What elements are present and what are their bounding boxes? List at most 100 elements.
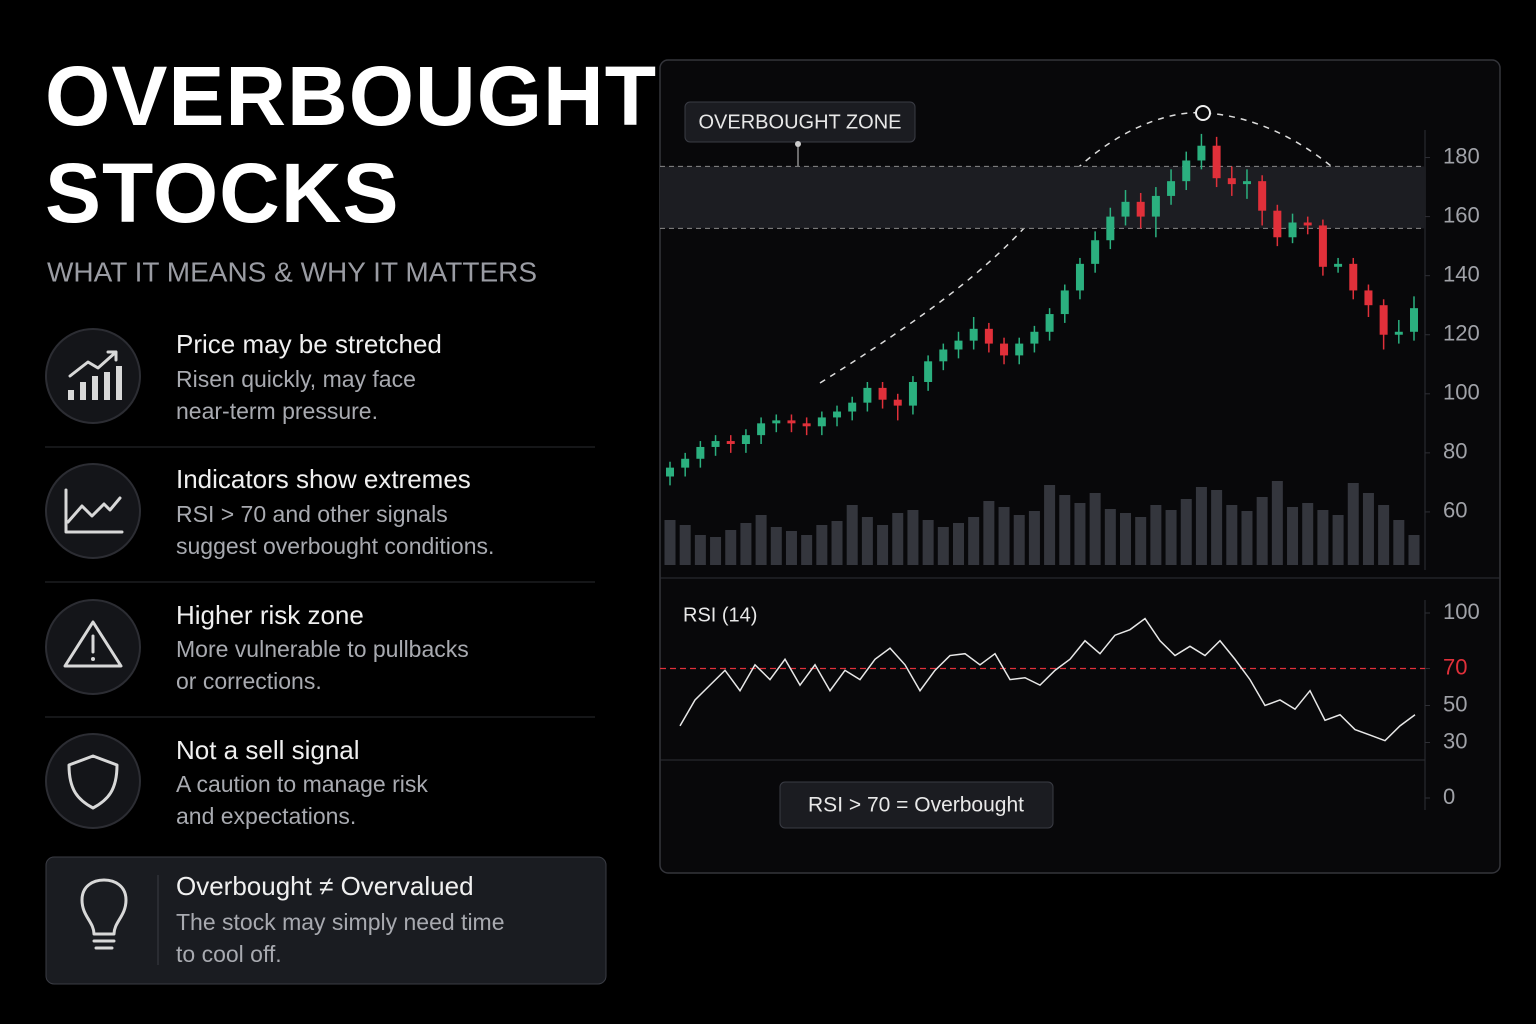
volume-bar (1180, 499, 1192, 565)
volume-bar (816, 525, 828, 565)
volume-bar (983, 501, 995, 565)
item-title: Not a sell signal (176, 735, 360, 765)
candle-body (863, 387, 872, 403)
y-tick-label: 100 (1443, 380, 1480, 405)
title-line: OVERBOUGHT (45, 49, 657, 143)
volume-bar (1028, 511, 1040, 565)
volume-bar (877, 525, 889, 565)
candle-body (939, 349, 948, 362)
volume-bar (1332, 515, 1344, 565)
candle-body (1212, 145, 1221, 179)
volume-bar (1271, 481, 1283, 565)
volume-bar (1044, 485, 1056, 565)
candle-body (1303, 222, 1312, 226)
y-tick-label: 100 (1443, 599, 1480, 624)
candle-body (666, 467, 674, 477)
y-tick-label: 80 (1443, 439, 1467, 464)
candle-body (1394, 331, 1403, 335)
volume-bar (1393, 520, 1405, 565)
candle-body (954, 340, 963, 350)
candle-body (893, 399, 902, 406)
candle-body (1091, 240, 1100, 264)
candle-body (696, 446, 705, 459)
candle-body (1197, 145, 1206, 161)
volume-bar (664, 520, 676, 565)
candle-body (1318, 225, 1327, 267)
candle-body (1227, 178, 1236, 185)
volume-bar (1013, 515, 1025, 565)
candle-body (908, 381, 917, 406)
candle-body (802, 423, 811, 427)
volume-bar (1211, 490, 1223, 565)
volume-bar (801, 535, 813, 565)
candle-body (1151, 195, 1160, 217)
rsi-annotation: RSI > 70 = Overbought (808, 794, 1024, 817)
volume-bar (725, 530, 737, 565)
y-tick-label: 30 (1443, 728, 1467, 753)
volume-bar (952, 523, 964, 565)
volume-bar (1347, 483, 1359, 565)
candle-body (1334, 263, 1343, 267)
candle-body (1258, 181, 1267, 211)
y-tick-label: 120 (1443, 321, 1480, 346)
subtitle: WHAT IT MEANS & WHY IT MATTERS (47, 256, 537, 287)
item-title: Price may be stretched (176, 329, 442, 359)
candle-body (681, 458, 690, 468)
item-text: and expectations. (176, 803, 356, 829)
y-tick-label: 50 (1443, 691, 1467, 716)
candle-body (1045, 314, 1054, 332)
candle-body (1030, 331, 1039, 344)
volume-bar (1150, 505, 1162, 565)
candle-body (1273, 210, 1282, 238)
candle-body (817, 417, 826, 427)
candle-body (833, 411, 842, 418)
volume-bar (1302, 503, 1314, 565)
candle-body (1060, 290, 1069, 315)
candle-body (772, 420, 781, 424)
volume-bar (922, 520, 934, 565)
volume-bar (710, 537, 722, 565)
item-text: Risen quickly, may face (176, 366, 416, 392)
candle-body (1182, 160, 1191, 182)
item-text: near-term pressure. (176, 398, 378, 424)
y-tick-label: 70 (1443, 654, 1467, 679)
candle-body (848, 402, 857, 412)
candle-body (1167, 181, 1176, 196)
volume-bar (694, 535, 706, 565)
volume-bar (968, 517, 980, 565)
volume-bar (1195, 487, 1207, 565)
candle-body (1015, 343, 1024, 356)
candle-body (741, 435, 750, 445)
y-tick-label: 160 (1443, 202, 1480, 227)
item-text: A caution to manage risk (176, 771, 428, 797)
candle-body (1364, 290, 1373, 306)
volume-bar (1226, 505, 1238, 565)
volume-bar (1287, 507, 1299, 565)
candle-body (984, 328, 993, 344)
candle-body (787, 420, 796, 424)
volume-bar (937, 527, 949, 565)
title-line: STOCKS (45, 146, 400, 240)
volume-bar (861, 517, 873, 565)
candle-body (1075, 263, 1084, 291)
candle-body (711, 441, 720, 447)
candle-body (1000, 343, 1009, 356)
candle-body (969, 328, 978, 341)
item-text: More vulnerable to pullbacks (176, 636, 469, 662)
callout-text: The stock may simply need time (176, 909, 505, 935)
volume-bar (1165, 510, 1177, 565)
y-tick-label: 0 (1443, 784, 1455, 809)
volume-bar (846, 505, 858, 565)
rsi-title: RSI (14) (683, 604, 757, 626)
volume-bar (1059, 495, 1071, 565)
volume-bar (740, 523, 752, 565)
candle-body (726, 441, 735, 445)
candle-body (1121, 201, 1130, 217)
candle-body (1242, 181, 1251, 185)
item-title: Higher risk zone (176, 600, 364, 630)
candle-body (1379, 305, 1388, 335)
zone-label: OVERBOUGHT ZONE (699, 111, 902, 133)
volume-bar (831, 521, 843, 565)
callout-title: Overbought ≠ Overvalued (176, 871, 474, 901)
